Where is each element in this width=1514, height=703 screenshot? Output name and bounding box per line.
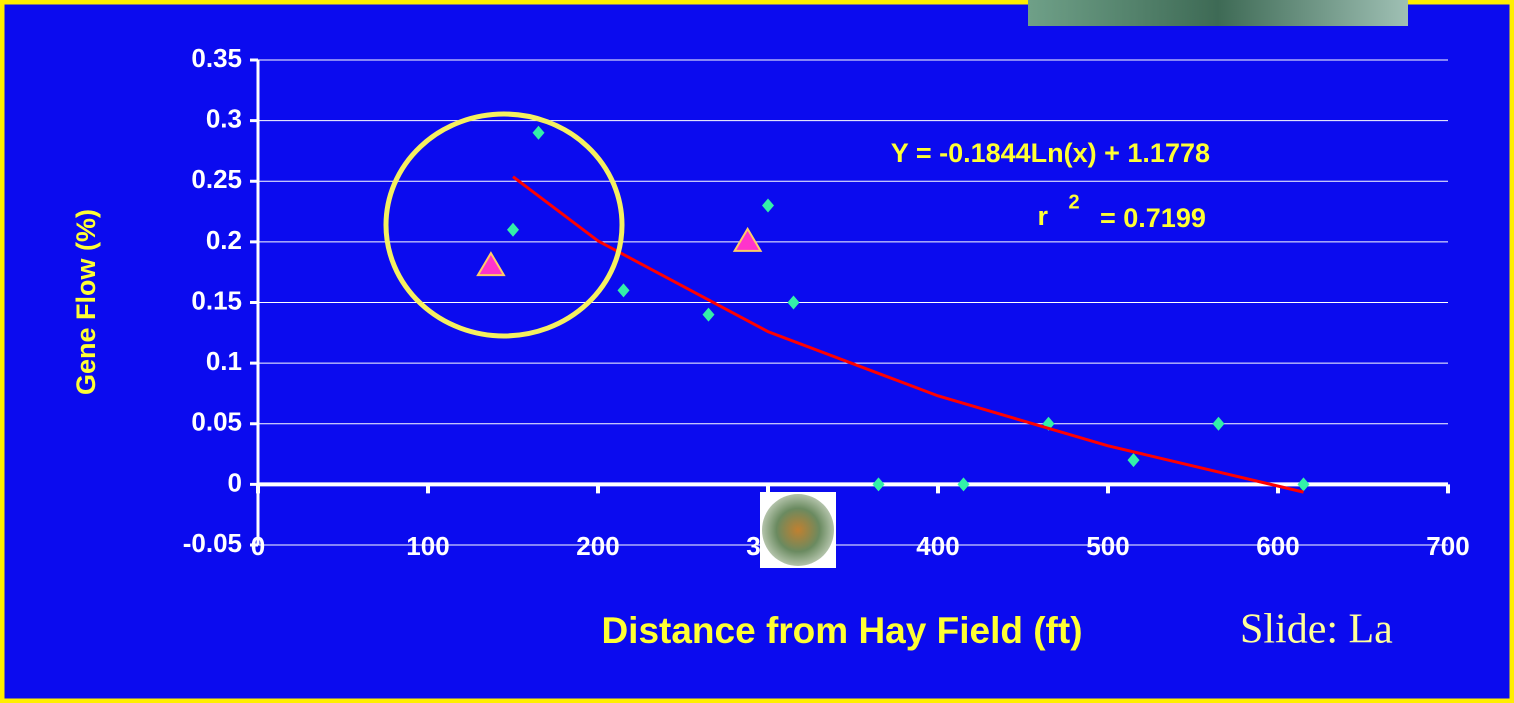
x-tick-label: 700	[1426, 531, 1469, 561]
equation: Y = -0.1844Ln(x) + 1.1778	[891, 138, 1210, 168]
y-tick-label: 0.35	[191, 43, 242, 73]
credit: Slide: La	[1240, 607, 1393, 653]
x-tick-label: 400	[916, 531, 959, 561]
x-tick-label: 0	[251, 531, 265, 561]
y-tick-label: 0.3	[206, 104, 242, 134]
y-tick-label: 0.05	[191, 407, 242, 437]
x-tick-label: 600	[1256, 531, 1299, 561]
y-tick-label: -0.05	[183, 528, 242, 558]
slide: -0.0500.050.10.150.20.250.30.35010020030…	[0, 0, 1514, 703]
y-tick-label: 0.25	[191, 164, 242, 194]
x-tick-label: 100	[406, 531, 449, 561]
x-tick-label: 500	[1086, 531, 1129, 561]
bee-photo	[762, 494, 834, 566]
y-tick-label: 0.1	[206, 346, 242, 376]
r-label: r	[1037, 201, 1048, 231]
r-squared-value: = 0.7199	[1100, 203, 1206, 233]
x-axis-label: Distance from Hay Field (ft)	[601, 610, 1082, 651]
y-tick-label: 0	[228, 467, 242, 497]
x-tick-label: 200	[576, 531, 619, 561]
y-tick-label: 0.2	[206, 225, 242, 255]
y-axis-label: Gene Flow (%)	[71, 209, 101, 395]
photo	[1028, 0, 1408, 26]
y-tick-label: 0.15	[191, 285, 242, 315]
r-superscript: 2	[1068, 191, 1079, 213]
